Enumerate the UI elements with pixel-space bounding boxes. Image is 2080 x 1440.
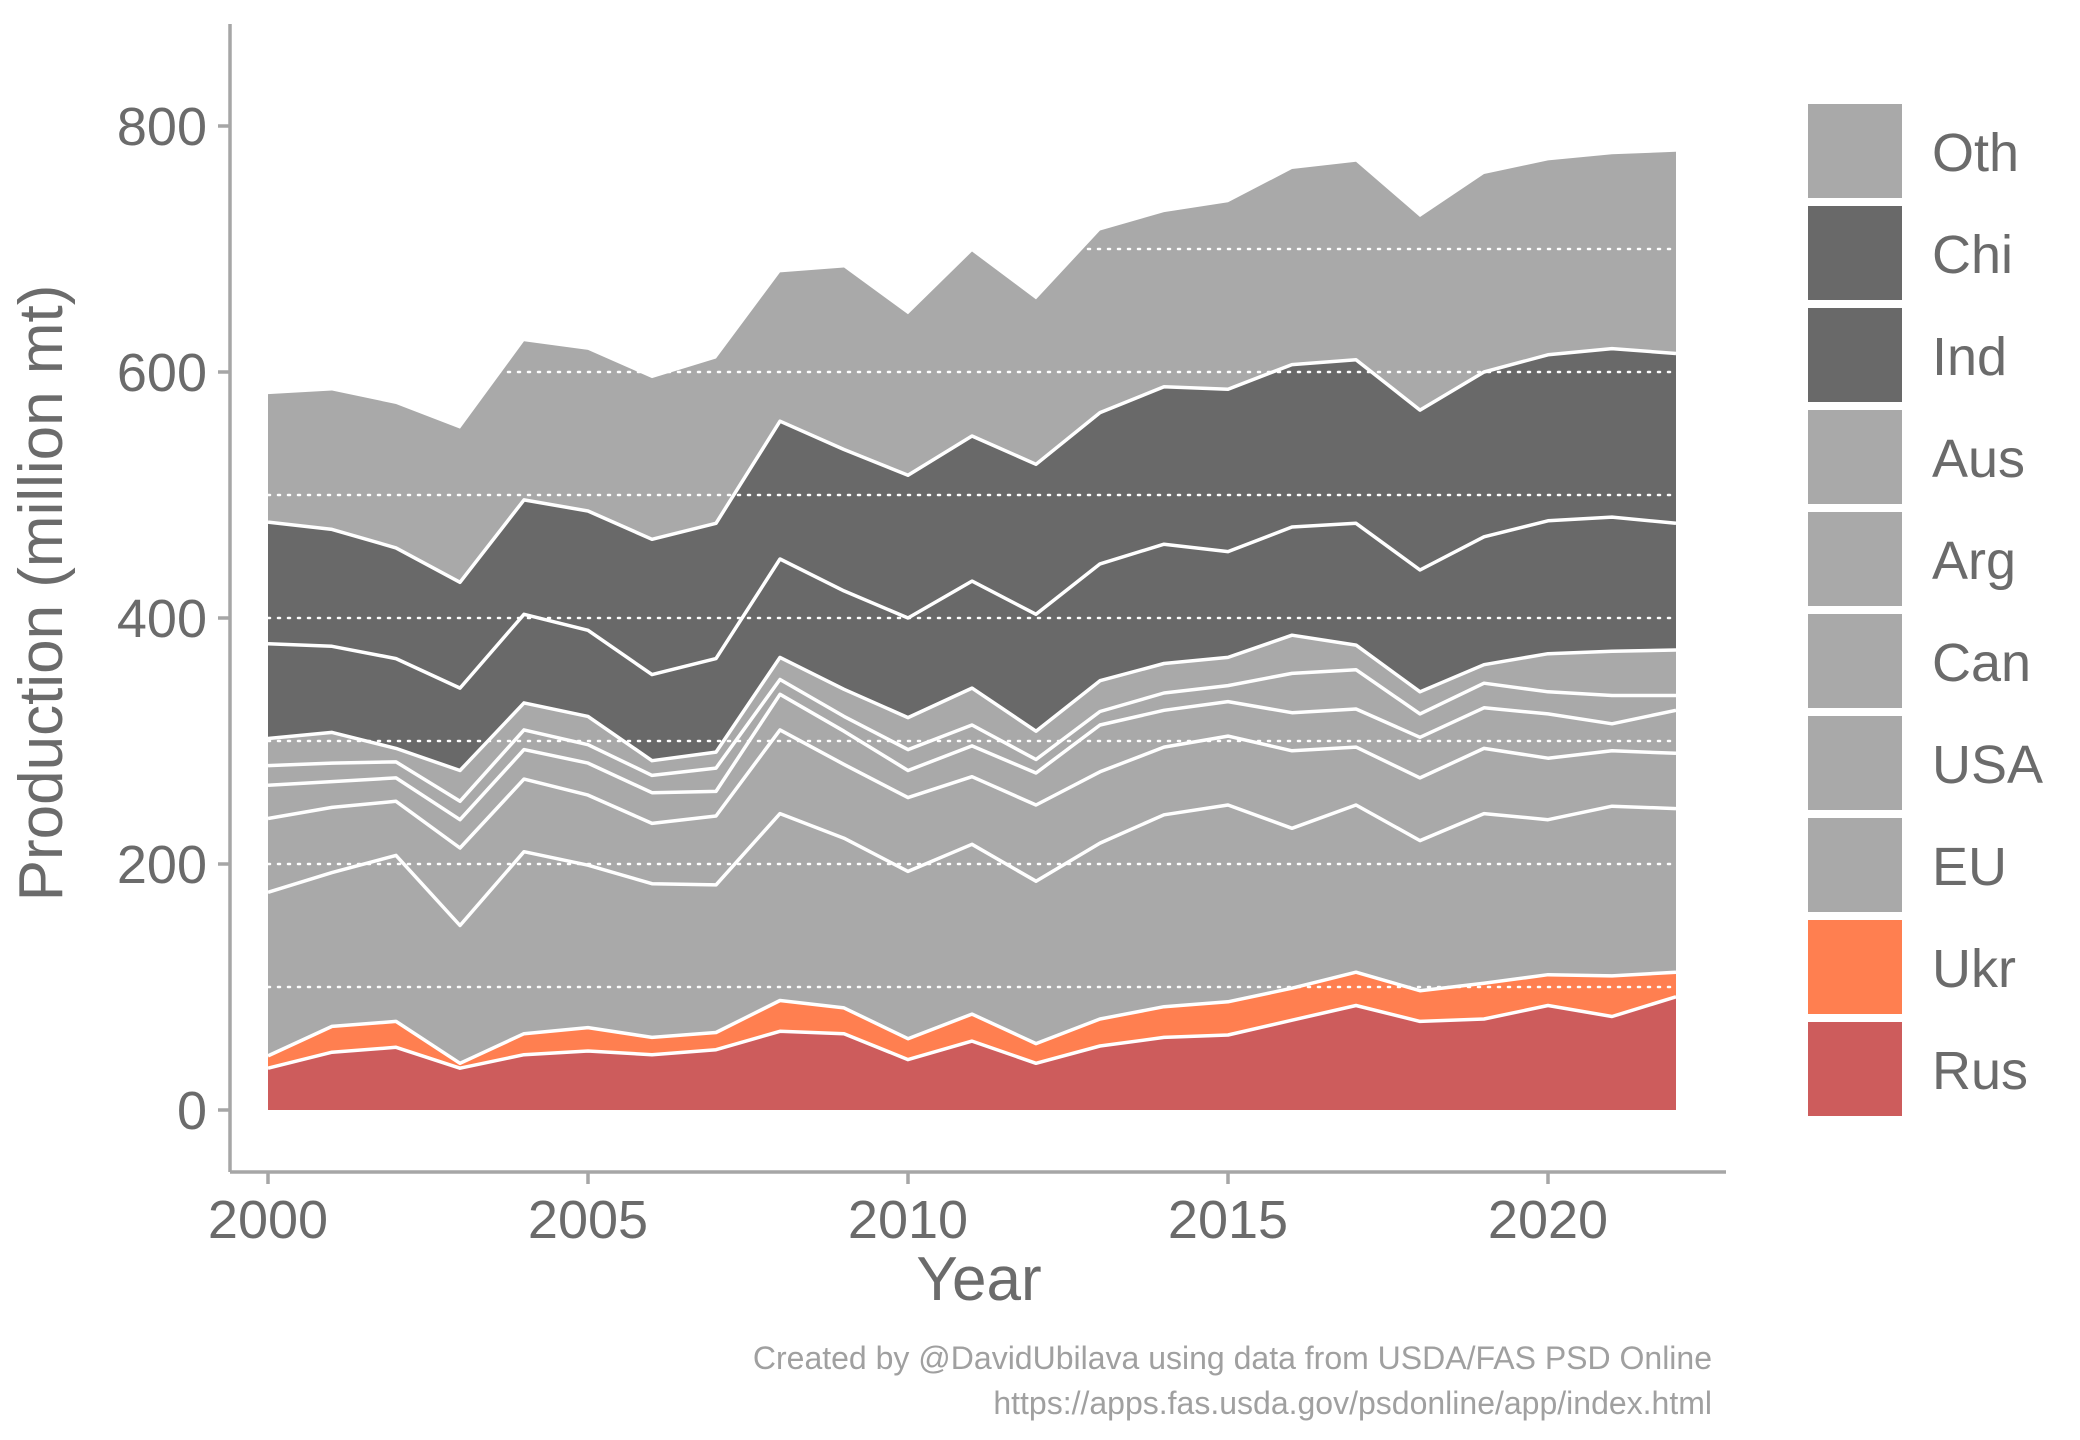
legend-label-usa: USA [1932, 735, 2043, 795]
caption-line-1: Created by @DavidUbilava using data from… [753, 1340, 1712, 1376]
boundary-line-usa [267, 728, 1677, 850]
x-tick-label-2015: 2015 [1168, 1190, 1288, 1250]
legend-swatch-eu [1808, 818, 1902, 912]
boundary-line-arg [267, 667, 1676, 804]
area-usa [268, 729, 1676, 926]
legend-label-arg: Arg [1932, 531, 2016, 591]
caption-line-2: https://apps.fas.usda.gov/psdonline/app/… [993, 1385, 1712, 1421]
x-tick-label-2020: 2020 [1488, 1190, 1608, 1250]
area-oth [268, 151, 1676, 583]
legend-label-can: Can [1932, 633, 2031, 693]
boundary-line-ukr [267, 970, 1677, 1066]
legend: Oth Chi Ind Aus Arg Can USA EU Ukr Rus [1808, 104, 2043, 1116]
ticks-layer: 0 200 400 600 800 2000 2005 2010 2015 2020 [117, 97, 1608, 1250]
legend-label-ukr: Ukr [1932, 939, 2016, 999]
boundary-line-aus [267, 633, 1677, 773]
x-axis-title: Year [916, 1245, 1041, 1314]
y-tick-label-600: 600 [117, 343, 207, 403]
legend-swatch-can [1808, 614, 1902, 708]
axes-layer [228, 24, 1726, 1174]
legend-swatch-aus [1808, 410, 1902, 504]
legend-label-oth: Oth [1932, 123, 2019, 183]
area-chi [268, 348, 1676, 689]
y-tick-label-0: 0 [177, 1081, 207, 1141]
legend-label-eu: EU [1932, 837, 2007, 897]
legend-swatch-chi [1808, 206, 1902, 300]
boundary-line-ind [267, 515, 1677, 690]
area-eu [268, 805, 1676, 1064]
area-ukr [268, 972, 1676, 1069]
x-tick-label-2010: 2010 [848, 1190, 968, 1250]
area-rus [268, 996, 1676, 1110]
legend-label-ind: Ind [1932, 327, 2007, 387]
legend-label-aus: Aus [1932, 429, 2025, 489]
y-axis-title: Production (million mt) [7, 285, 76, 902]
boundary-line-can [267, 692, 1677, 822]
x-tick-label-2000: 2000 [208, 1190, 328, 1250]
x-tick-label-2005: 2005 [528, 1190, 648, 1250]
legend-swatch-oth [1808, 104, 1902, 198]
areas-layer [267, 151, 1677, 1110]
legend-swatch-arg [1808, 512, 1902, 606]
legend-label-rus: Rus [1932, 1041, 2028, 1101]
area-ind [268, 517, 1676, 771]
legend-swatch-ukr [1808, 920, 1902, 1014]
legend-swatch-rus [1808, 1022, 1902, 1116]
area-can [268, 694, 1676, 848]
legend-swatch-usa [1808, 716, 1902, 810]
y-tick-label-400: 400 [117, 589, 207, 649]
legend-label-chi: Chi [1932, 225, 2013, 285]
y-tick-label-800: 800 [117, 97, 207, 157]
boundary-line-rus [267, 995, 1677, 1070]
y-tick-label-200: 200 [117, 835, 207, 895]
boundary-line-eu [267, 803, 1677, 928]
boundary-line-chi [267, 346, 1677, 585]
legend-swatch-ind [1808, 308, 1902, 402]
